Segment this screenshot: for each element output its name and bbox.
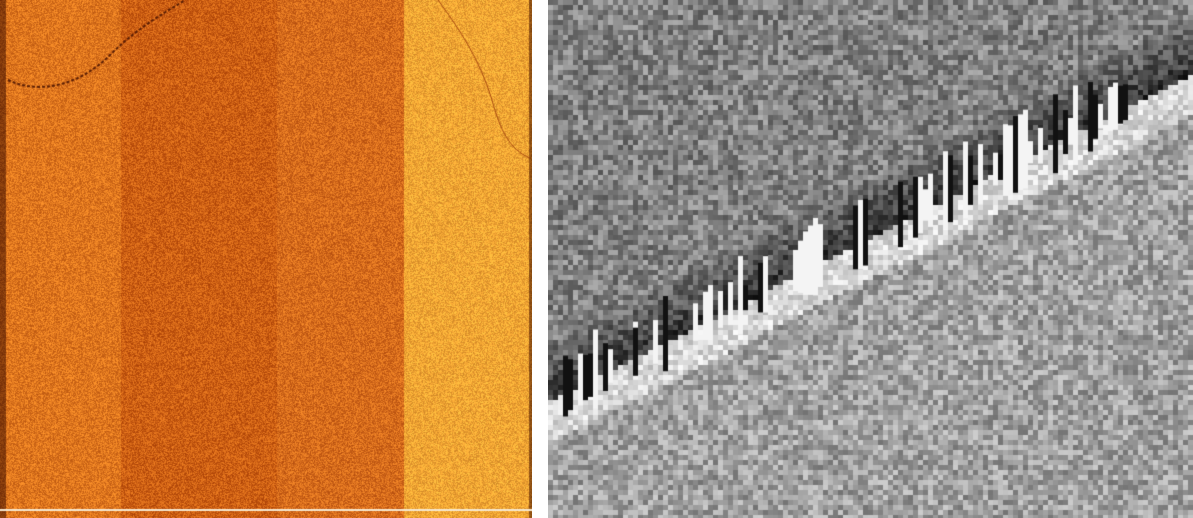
panel-divider <box>532 0 548 518</box>
orange-noise-image <box>0 0 532 518</box>
right-image-panel <box>548 0 1193 518</box>
grayscale-noise-image <box>548 0 1193 518</box>
left-image-panel <box>0 0 532 518</box>
